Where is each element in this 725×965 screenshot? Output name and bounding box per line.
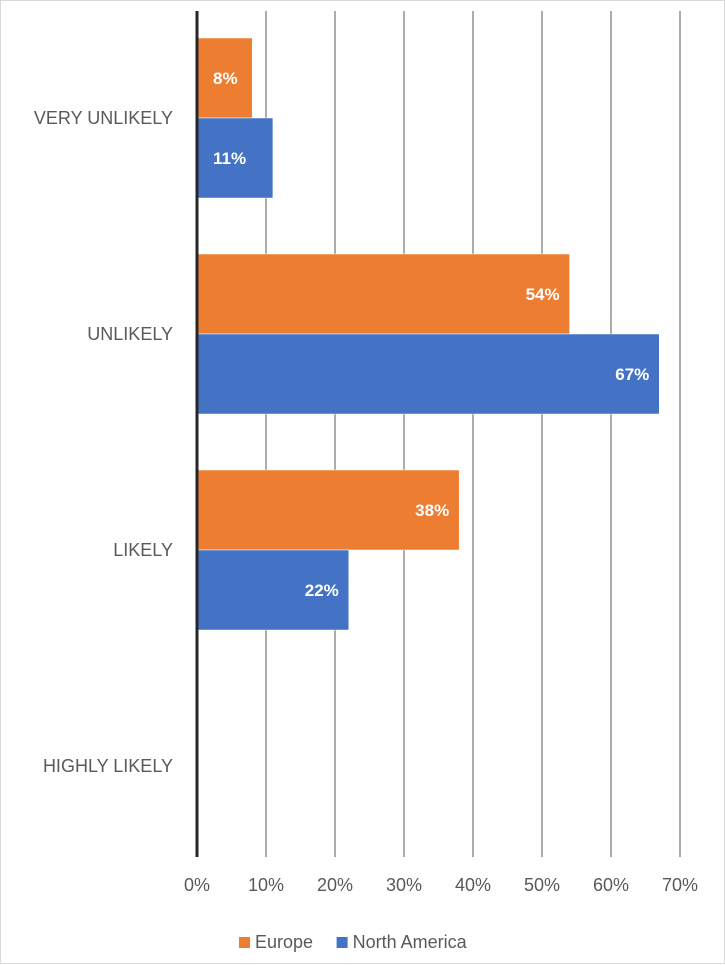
labels: 0% 10% 20% 30% 40% 50% 60% 70% 8% 11% VERY UNLIKEL… — [34, 69, 698, 895]
category-label: VERY UNLIKELY — [34, 108, 173, 128]
gridlines — [265, 11, 681, 857]
data-label: 0% — [213, 797, 238, 816]
data-label: 38% — [415, 501, 449, 520]
legend-label: Europe — [255, 932, 313, 952]
category-label: HIGHLY LIKELY — [43, 756, 173, 776]
data-label: 11% — [213, 149, 246, 168]
legend-swatch-north-america — [336, 937, 348, 948]
category-label: LIKELY — [113, 540, 173, 560]
legend-label: North America — [353, 932, 468, 952]
bar-north-america — [197, 549, 350, 631]
bars — [197, 37, 660, 631]
bar-europe — [197, 469, 460, 551]
x-tick-label: 40% — [455, 875, 491, 895]
x-tick-label: 0% — [184, 875, 210, 895]
x-tick-label: 60% — [593, 875, 629, 895]
data-label: 67% — [615, 365, 649, 384]
bar-north-america — [197, 333, 660, 415]
data-label: 22% — [305, 581, 339, 600]
x-tick-label: 30% — [386, 875, 422, 895]
data-label: 54% — [526, 285, 560, 304]
category-label: UNLIKELY — [87, 324, 173, 344]
bar-north-america — [197, 117, 274, 199]
x-tick-label: 70% — [662, 875, 698, 895]
x-tick-label: 20% — [317, 875, 353, 895]
data-label: 8% — [213, 69, 238, 88]
x-tick-label: 50% — [524, 875, 560, 895]
bar-europe — [197, 253, 570, 335]
x-tick-label: 10% — [248, 875, 284, 895]
legend: Europe North America — [239, 932, 468, 952]
legend-swatch-europe — [239, 937, 250, 948]
data-label: 0% — [213, 717, 238, 736]
